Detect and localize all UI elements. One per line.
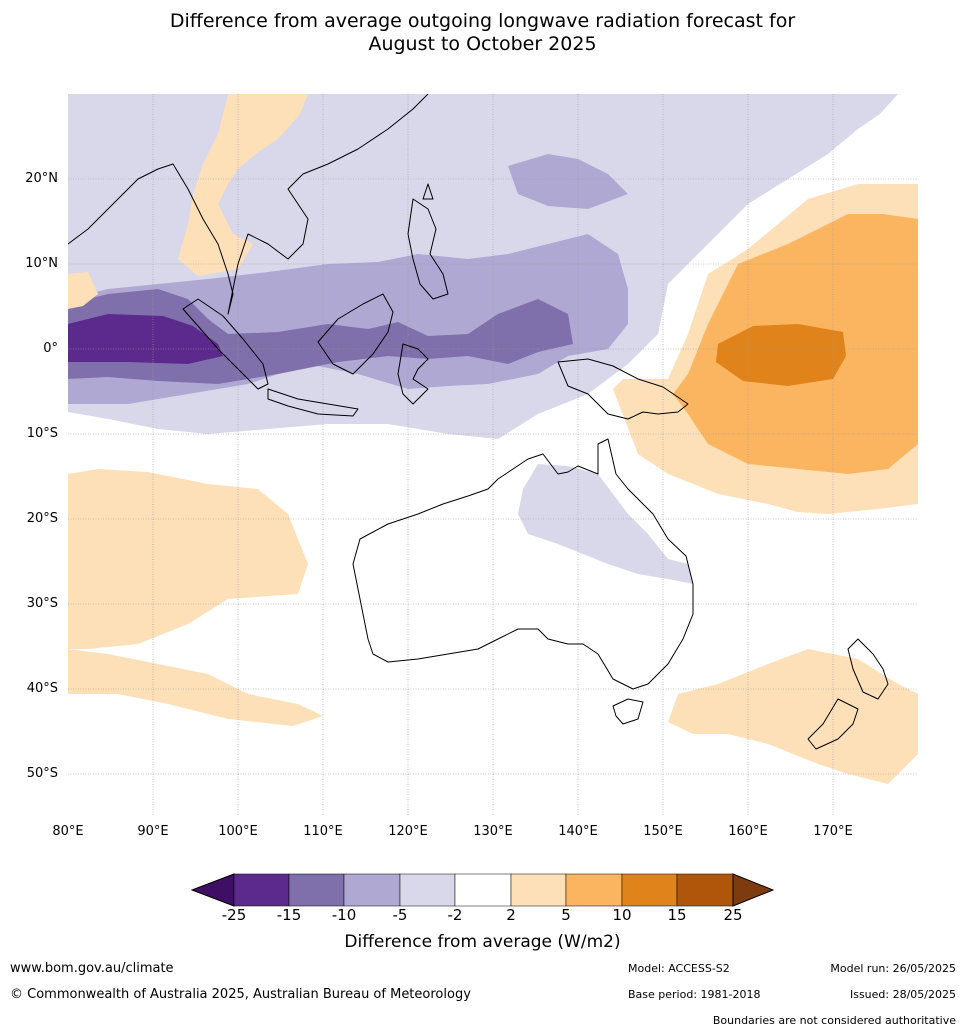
colorbar-tick-p25: 25 [723, 906, 743, 924]
colorbar-tick-p10: 10 [612, 906, 632, 924]
shade-p2-west [68, 272, 98, 309]
colorbar-title: Difference from average (W/m2) [344, 932, 621, 952]
colorbar-bin-n10-n5 [343, 873, 401, 907]
lat-label-50s: 50°S [26, 766, 58, 781]
colorbar-tick-n15: -15 [276, 906, 302, 924]
colorbar-extend-low [190, 873, 235, 907]
lat-label-40s: 40°S [26, 681, 58, 696]
footer-model-run: Model run: 26/05/2025 [830, 962, 956, 975]
title-line-1: Difference from average outgoing longwav… [169, 10, 796, 32]
lon-label-150e: 150°E [643, 824, 683, 839]
lat-label-equator: 0° [43, 341, 58, 356]
java-coastline [267, 388, 359, 417]
colorbar-bin-n25-n15 [233, 873, 290, 907]
colorbar-tick-p5: 5 [561, 906, 571, 924]
lon-label-160e: 160°E [728, 824, 768, 839]
sumatra-coastline [182, 298, 269, 390]
footer-disclaimer: Boundaries are not considered authoritat… [712, 1014, 956, 1027]
lat-label-10n: 10°N [25, 256, 58, 271]
footer-issued: Issued: 28/05/2025 [849, 988, 956, 1001]
lon-label-130e: 130°E [473, 824, 513, 839]
new-guinea-coastline [557, 358, 689, 420]
colorbar-bin-p10-p15 [621, 873, 678, 907]
colorbar [190, 872, 775, 908]
map-title: Difference from average outgoing longwav… [0, 10, 965, 56]
japan-taiwan-coastline [422, 183, 434, 200]
colorbar-bin-p5-p10 [565, 873, 623, 907]
colorbar-tick-p2: 2 [506, 906, 516, 924]
colorbar-bin-n15-n10 [288, 873, 345, 907]
colorbar-tick-n10: -10 [331, 906, 357, 924]
colorbar-extend-high [732, 873, 775, 907]
footer-url-link[interactable]: www.bom.gov.au/climate [10, 961, 174, 976]
lon-label-80e: 80°E [52, 824, 84, 839]
negative-anomaly-shading [68, 94, 898, 584]
shade-n10-philippines [508, 154, 628, 209]
lat-label-20s: 20°S [26, 511, 58, 526]
colorbar-graphic [190, 873, 775, 907]
colorbar-bin-n5-n2 [399, 873, 456, 907]
borneo-coastline [317, 293, 394, 375]
lon-label-110e: 110°E [303, 824, 343, 839]
lon-label-140e: 140°E [558, 824, 598, 839]
australia-coastline [352, 438, 694, 690]
philippines-coastline [407, 198, 449, 300]
colorbar-bin-p2-p5 [510, 873, 567, 907]
colorbar-bin-p15-p25 [676, 873, 734, 907]
lat-label-20n: 20°N [25, 171, 58, 186]
colorbar-tick-p15: 15 [667, 906, 687, 924]
lat-label-10s: 10°S [26, 426, 58, 441]
map-panel [68, 94, 918, 816]
shade-p2-indian-south [68, 649, 323, 726]
colorbar-tick-n2: -2 [447, 906, 463, 924]
asia-mainland-coastline [68, 94, 429, 315]
footer-model: Model: ACCESS-S2 [628, 962, 730, 975]
sulawesi-coastline [397, 343, 429, 405]
lat-label-30s: 30°S [26, 596, 58, 611]
footer-base-period: Base period: 1981-2018 [628, 988, 761, 1001]
coastlines [68, 94, 889, 750]
shade-n5-australia [518, 464, 693, 584]
lon-label-100e: 100°E [218, 824, 258, 839]
shade-p2-north-asia [178, 94, 308, 276]
shade-p10-pacific [716, 324, 846, 386]
tasmania-coastline [612, 698, 644, 725]
graticule [68, 94, 918, 816]
lon-label-170e: 170°E [813, 824, 853, 839]
new-zealand-coastline [807, 638, 889, 750]
olr-anomaly-map [68, 94, 918, 816]
title-line-2: August to October 2025 [368, 33, 597, 55]
colorbar-bin-n2-p2 [454, 873, 512, 907]
footer-copyright: © Commonwealth of Australia 2025, Austra… [10, 987, 471, 1002]
lon-label-120e: 120°E [388, 824, 428, 839]
colorbar-tick-n5: -5 [392, 906, 408, 924]
colorbar-tick-n25: -25 [221, 906, 247, 924]
shade-n20 [68, 314, 223, 364]
lon-label-90e: 90°E [137, 824, 169, 839]
shade-p2-southern [668, 649, 918, 784]
